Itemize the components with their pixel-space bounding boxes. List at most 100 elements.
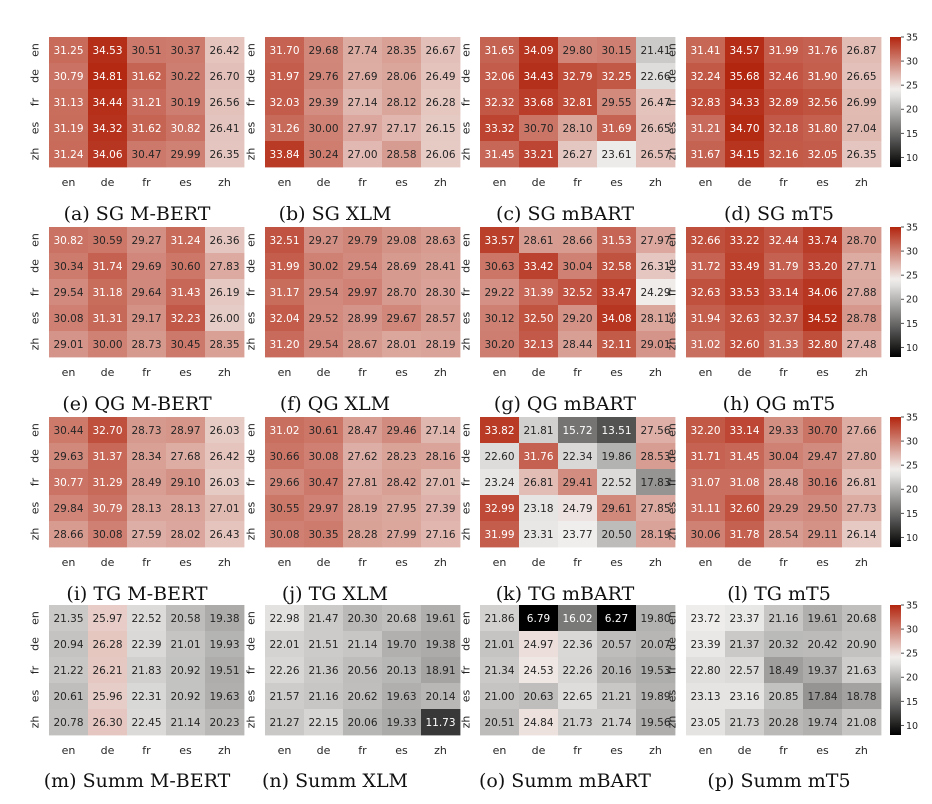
heatmap-2-x-tick: de xyxy=(317,176,331,189)
heatmap-16-cell-label: 18.49 xyxy=(768,665,798,677)
heatmap-15-cell xyxy=(519,683,559,710)
heatmap-13-cell-label: 20.94 xyxy=(53,639,83,651)
heatmap-10-cell-label: 30.08 xyxy=(269,529,299,541)
heatmap-2-y-tick: es xyxy=(245,121,258,134)
heatmap-3-cell-label: 29.80 xyxy=(562,45,592,57)
heatmap-8-cell-label: 34.52 xyxy=(807,313,837,325)
heatmap-8-cell-label: 33.20 xyxy=(807,261,837,273)
heatmap-13-cell xyxy=(205,709,245,736)
heatmap-6-cell xyxy=(382,331,422,358)
heatmap-11-cell-label: 23.31 xyxy=(523,529,553,541)
heatmap-2-cell xyxy=(265,115,305,142)
heatmap-1-y-tick: en xyxy=(29,43,42,57)
heatmap-6-cell-label: 30.02 xyxy=(308,261,338,273)
heatmap-13-cell xyxy=(205,683,245,710)
heatmap-15-cell-label: 16.02 xyxy=(562,613,592,625)
heatmap-8-cell-label: 33.53 xyxy=(729,287,759,299)
heatmap-10-cell-label: 29.66 xyxy=(269,477,299,489)
heatmap-5-cell xyxy=(88,253,128,280)
heatmap-1-x-tick: zh xyxy=(218,176,231,189)
heatmap-13-cell xyxy=(49,657,89,684)
colorbar-1-tick-label: 15 xyxy=(906,129,918,140)
heatmap-7-cell-label: 32.52 xyxy=(562,287,592,299)
colorbar-2-tick-label: 10 xyxy=(906,343,918,354)
heatmap-15-x-tick: fr xyxy=(573,744,582,757)
colorbar-4-tick-label: 20 xyxy=(906,673,918,684)
heatmap-7-cell xyxy=(519,305,559,332)
heatmap-8-cell xyxy=(842,253,882,280)
heatmap-6-cell xyxy=(382,227,422,254)
heatmap-7-cell-label: 29.22 xyxy=(484,287,514,299)
heatmap-4-cell xyxy=(803,63,843,90)
heatmap-11-cell xyxy=(480,469,520,496)
heatmap-8-cell-label: 28.70 xyxy=(846,235,876,247)
colorbar-3-tick-label: 30 xyxy=(906,437,918,448)
heatmap-9-cell xyxy=(205,469,245,496)
heatmap-7-y-tick: zh xyxy=(460,338,473,351)
heatmap-4-cell-label: 34.57 xyxy=(729,45,759,57)
heatmap-2-cell-label: 29.39 xyxy=(308,97,338,109)
heatmap-9-cell-label: 30.44 xyxy=(53,425,83,437)
heatmap-15-cell xyxy=(480,683,520,710)
heatmap-12-cell-label: 29.29 xyxy=(768,503,798,515)
heatmap-3-cell-label: 33.68 xyxy=(523,97,553,109)
heatmap-3-cell-label: 26.27 xyxy=(562,149,592,161)
heatmap-9-cell xyxy=(88,495,128,522)
heatmap-3-cell-label: 32.25 xyxy=(601,71,631,83)
heatmap-13-x-tick: de xyxy=(101,744,115,757)
heatmap-5-cell-label: 31.18 xyxy=(92,287,122,299)
heatmap-1-cell xyxy=(205,115,245,142)
heatmap-7-cell-label: 31.53 xyxy=(601,235,631,247)
heatmap-3-y-tick: de xyxy=(460,69,473,83)
heatmap-12-cell-label: 31.78 xyxy=(729,529,759,541)
heatmap-12-cell xyxy=(842,443,882,470)
heatmap-9-cell-label: 32.70 xyxy=(92,425,122,437)
colorbar-3 xyxy=(890,417,901,547)
heatmap-4-cell xyxy=(725,37,765,64)
heatmap-8-cell-label: 31.79 xyxy=(768,261,798,273)
heatmap-7-cell-label: 31.39 xyxy=(523,287,553,299)
heatmap-13-cell-label: 19.63 xyxy=(209,691,239,703)
heatmap-12-cell-label: 26.14 xyxy=(846,529,876,541)
heatmap-1-cell-label: 30.37 xyxy=(170,45,200,57)
heatmap-6-cell xyxy=(265,253,305,280)
heatmap-16-cell-label: 19.37 xyxy=(807,665,837,677)
heatmap-8-cell xyxy=(764,331,804,358)
heatmap-4-cell-label: 31.99 xyxy=(768,45,798,57)
heatmap-4-cell-label: 32.18 xyxy=(768,123,798,135)
heatmap-13-cell-label: 21.01 xyxy=(170,639,200,651)
heatmap-10-cell-label: 28.19 xyxy=(347,503,377,515)
heatmap-14-cell xyxy=(343,683,383,710)
heatmap-8-x-tick: zh xyxy=(855,366,868,379)
heatmap-7-cell-label: 33.57 xyxy=(484,235,514,247)
heatmap-13-cell xyxy=(88,631,128,658)
heatmap-3-cell-label: 22.66 xyxy=(640,71,670,83)
heatmap-8-cell xyxy=(842,227,882,254)
heatmap-16-cell xyxy=(764,657,804,684)
heatmap-3-cell-label: 23.61 xyxy=(601,149,631,161)
heatmap-12-cell-label: 29.50 xyxy=(807,503,837,515)
heatmap-16-y-tick: zh xyxy=(666,716,679,729)
heatmap-10-cell xyxy=(304,443,344,470)
heatmap-7-cell xyxy=(597,279,637,306)
heatmap-16-cell-label: 18.78 xyxy=(846,691,876,703)
heatmap-9-cell-label: 31.37 xyxy=(92,451,122,463)
heatmap-14-y-tick: en xyxy=(245,611,258,625)
heatmap-5-x-tick: de xyxy=(101,366,115,379)
heatmap-15-cell xyxy=(597,605,637,632)
heatmap-13-cell-label: 21.14 xyxy=(170,717,200,729)
heatmap-9-cell-label: 29.84 xyxy=(53,503,83,515)
heatmap-14-cell xyxy=(421,683,461,710)
heatmap-6-cell-label: 31.20 xyxy=(269,339,299,351)
heatmap-9-y-tick: zh xyxy=(29,528,42,541)
heatmap-13-cell xyxy=(127,657,167,684)
heatmap-16-x-tick: de xyxy=(738,744,752,757)
heatmap-5-cell xyxy=(166,227,206,254)
heatmap-8-cell-label: 32.63 xyxy=(690,287,720,299)
heatmap-16-cell xyxy=(764,631,804,658)
heatmap-9-y-tick: fr xyxy=(29,477,42,486)
heatmap-7-cell xyxy=(597,253,637,280)
heatmap-10-cell xyxy=(343,521,383,548)
heatmap-10-cell xyxy=(421,443,461,470)
colorbar-2 xyxy=(890,227,901,357)
